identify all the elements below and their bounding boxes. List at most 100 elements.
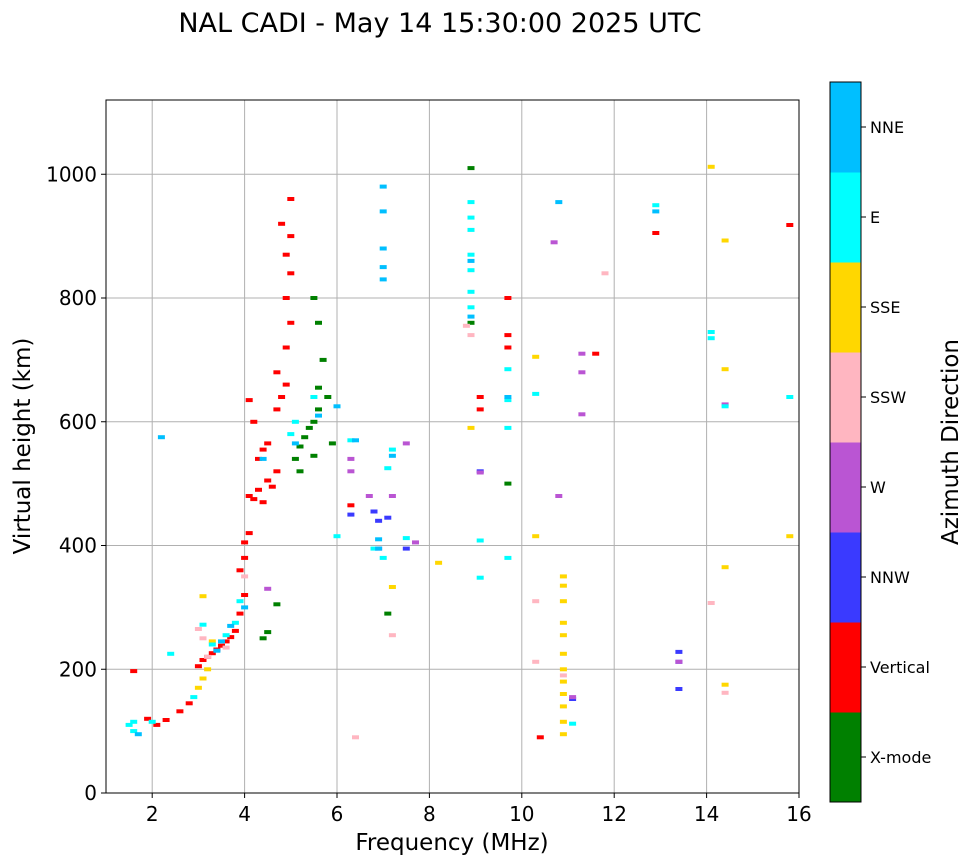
data-point-e xyxy=(402,536,410,541)
data-point-vertical xyxy=(264,441,272,446)
data-point-e xyxy=(130,729,138,734)
data-point-x-mode xyxy=(467,320,475,325)
data-point-w xyxy=(412,540,419,545)
data-point-nne xyxy=(227,623,235,628)
data-point-vertical xyxy=(245,531,253,536)
data-point-vertical xyxy=(231,628,239,633)
data-point-vertical xyxy=(287,197,295,201)
data-point-vertical xyxy=(476,395,484,399)
data-point-vertical xyxy=(241,540,249,545)
data-point-e xyxy=(148,719,156,724)
data-point-nnw xyxy=(402,546,410,551)
data-point-ssw xyxy=(222,645,230,650)
data-point-ssw xyxy=(467,333,475,338)
x-tick-label: 10 xyxy=(509,802,534,826)
colorbar-segment xyxy=(830,352,861,443)
data-point-vertical xyxy=(259,447,267,452)
colorbar-segment xyxy=(830,262,861,353)
data-point-e xyxy=(347,438,355,443)
data-point-sse xyxy=(435,560,443,565)
data-point-x-mode xyxy=(315,407,322,412)
data-point-e xyxy=(190,695,198,700)
data-point-nne xyxy=(375,537,383,542)
x-tick-label: 8 xyxy=(423,802,436,826)
data-point-nne xyxy=(467,314,475,319)
data-point-vertical xyxy=(786,223,794,227)
y-tick-label: 800 xyxy=(59,286,97,310)
data-point-e xyxy=(130,719,138,724)
y-axis-ticks: 0 200 400 600 800 1000 xyxy=(46,162,106,805)
data-point-sse xyxy=(559,667,567,672)
colorbar-segment xyxy=(830,172,861,263)
data-point-e xyxy=(721,404,729,409)
data-point-x-mode xyxy=(264,630,272,635)
data-point-nne xyxy=(379,246,387,251)
data-point-vertical xyxy=(536,735,544,740)
data-point-sse xyxy=(208,639,216,644)
data-point-vertical xyxy=(236,568,244,573)
data-point-sse xyxy=(721,367,729,372)
data-point-nnw xyxy=(375,518,383,523)
data-point-vertical xyxy=(273,469,281,474)
data-point-nnw xyxy=(370,509,378,514)
data-point-w xyxy=(347,469,355,474)
data-point-e xyxy=(379,555,387,560)
data-point-e xyxy=(707,336,715,341)
data-point-vertical xyxy=(255,487,262,492)
y-tick-label: 1000 xyxy=(46,162,97,186)
data-point-sse xyxy=(559,651,567,656)
data-point-e xyxy=(504,425,512,430)
x-tick-label: 2 xyxy=(146,802,159,826)
colorbar-tick-label: NNW xyxy=(870,568,910,587)
colorbar-segment xyxy=(830,712,861,803)
data-point-sse xyxy=(559,574,567,579)
data-point-x-mode xyxy=(467,166,475,171)
data-point-e xyxy=(467,200,475,205)
data-point-e xyxy=(467,227,475,232)
data-point-sse xyxy=(532,354,540,359)
data-point-sse xyxy=(559,633,567,638)
data-point-vertical xyxy=(287,271,295,276)
data-point-ssw xyxy=(204,654,212,659)
colorbar-tick-label: Vertical xyxy=(870,658,930,677)
colorbar-segment xyxy=(830,442,861,533)
data-point-vertical xyxy=(245,398,253,403)
data-point-nne xyxy=(388,453,396,458)
data-point-sse xyxy=(388,585,396,589)
data-point-e xyxy=(125,722,133,727)
data-point-nne xyxy=(379,209,387,214)
y-tick-label: 600 xyxy=(59,410,97,434)
data-point-sse xyxy=(721,565,729,570)
data-point-e xyxy=(231,620,239,625)
y-tick-label: 200 xyxy=(59,657,97,681)
grid xyxy=(106,100,800,794)
data-point-nnw xyxy=(347,512,355,517)
colorbar-tick-label: W xyxy=(870,478,886,497)
data-point-vertical xyxy=(144,716,152,721)
data-point-sse xyxy=(786,534,794,539)
data-point-sse xyxy=(559,679,567,684)
data-point-ssw xyxy=(601,271,609,276)
data-point-x-mode xyxy=(315,385,322,390)
data-point-nne xyxy=(352,438,359,443)
data-point-vertical xyxy=(264,478,272,483)
x-tick-label: 6 xyxy=(331,802,344,826)
data-point-vertical xyxy=(250,419,258,424)
data-point-vertical xyxy=(176,709,184,714)
data-point-x-mode xyxy=(315,320,322,325)
data-point-vertical xyxy=(278,221,286,226)
data-point-ssw xyxy=(532,659,540,664)
data-point-vertical xyxy=(282,382,290,387)
data-point-x-mode xyxy=(310,419,318,424)
data-point-x-mode xyxy=(296,469,304,474)
data-point-e xyxy=(707,330,715,334)
data-point-nne xyxy=(213,648,221,653)
data-point-sse xyxy=(721,238,729,243)
x-tick-label: 4 xyxy=(238,802,251,826)
data-point-x-mode xyxy=(305,425,313,430)
y-tick-label: 400 xyxy=(59,534,97,558)
data-point-nne xyxy=(375,546,383,551)
data-point-sse xyxy=(559,692,567,696)
data-point-w xyxy=(365,494,373,498)
